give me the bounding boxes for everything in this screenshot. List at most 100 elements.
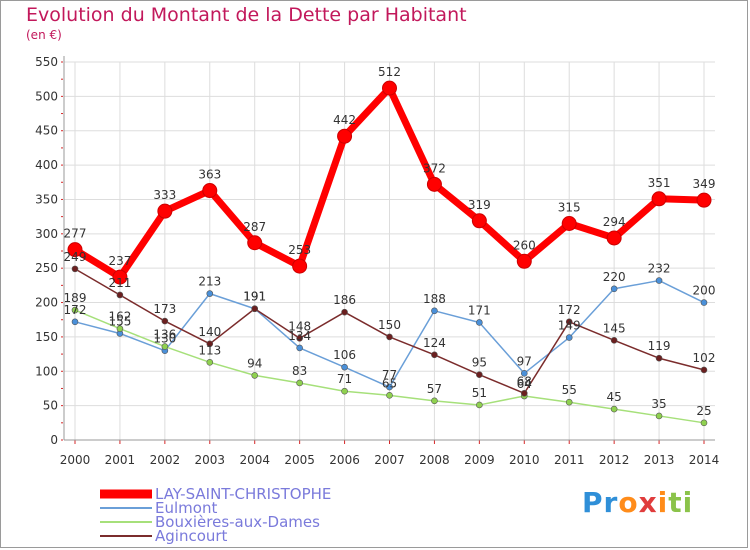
data-label: 172	[64, 303, 87, 317]
data-label: 188	[423, 292, 446, 306]
data-point	[565, 334, 573, 341]
x-tick-label: 2012	[599, 453, 630, 467]
data-label: 97	[517, 354, 532, 368]
data-label: 55	[562, 383, 577, 397]
x-tick-label: 2011	[554, 453, 585, 467]
data-label: 232	[648, 262, 671, 276]
data-point	[296, 379, 303, 387]
data-point	[202, 183, 218, 199]
data-point	[431, 397, 438, 405]
legend-label: Agincourt	[155, 527, 228, 545]
data-label: 51	[472, 386, 487, 400]
data-point	[206, 359, 214, 366]
data-point	[610, 405, 618, 413]
data-point	[655, 354, 663, 362]
data-point	[476, 319, 483, 326]
data-point	[655, 412, 663, 420]
y-tick-label: 350	[35, 192, 58, 206]
data-label: 25	[696, 404, 711, 418]
data-point	[67, 242, 83, 258]
data-point	[565, 398, 573, 406]
data-label: 172	[558, 303, 581, 317]
data-label: 130	[153, 332, 176, 346]
x-tick-label: 2014	[689, 453, 720, 467]
data-label: 124	[423, 336, 446, 350]
data-point	[565, 318, 573, 326]
data-label: 173	[153, 302, 176, 316]
data-point	[337, 128, 353, 144]
data-labels: 277 237 333 363 287 253 442 512 372 319 260 315 294 3…	[64, 65, 716, 418]
data-point	[696, 192, 712, 208]
data-label: 119	[648, 339, 671, 353]
data-point	[386, 333, 393, 341]
data-label: 200	[693, 284, 716, 298]
proxiti-logo: Proxiti	[582, 486, 693, 519]
data-point	[157, 203, 173, 219]
data-label: 294	[603, 215, 626, 229]
series-layer	[67, 80, 712, 427]
data-label: 106	[333, 348, 356, 362]
data-point	[700, 419, 708, 427]
data-point	[251, 372, 259, 379]
data-point	[386, 392, 393, 399]
data-label: 211	[108, 276, 131, 290]
logo-letter: t	[668, 486, 683, 519]
legend-label: LAY-SAINT-CHRISTOPHE	[155, 485, 331, 503]
data-point	[700, 366, 708, 374]
data-label: 277	[64, 227, 87, 241]
data-point	[426, 176, 442, 192]
data-point	[71, 265, 79, 273]
chart-title: Evolution du Montant de la Dette par Hab…	[26, 4, 467, 26]
data-label: 333	[153, 188, 176, 202]
axes: 0 50 100 150 200 250 300 350 400 450 500 550 2000 200…	[35, 55, 719, 467]
data-label: 512	[378, 65, 401, 79]
data-point	[471, 213, 487, 229]
data-label: 150	[378, 318, 401, 332]
data-point	[561, 216, 577, 232]
data-label: 287	[243, 220, 266, 234]
data-point	[655, 277, 663, 284]
data-point	[206, 290, 214, 297]
legend-label: Eulmont	[155, 499, 217, 517]
data-point	[296, 344, 303, 352]
data-label: 237	[108, 254, 131, 268]
data-label: 442	[333, 113, 356, 127]
data-point	[431, 351, 438, 359]
data-point	[161, 343, 169, 350]
data-point	[71, 318, 79, 326]
data-label: 260	[513, 238, 536, 252]
data-label: 249	[64, 250, 87, 264]
data-label: 191	[243, 290, 266, 304]
data-point	[116, 325, 124, 332]
x-tick-label: 2008	[419, 453, 450, 467]
y-tick-label: 0	[50, 433, 58, 447]
data-label: 94	[247, 356, 262, 370]
data-point	[700, 299, 708, 306]
data-point	[292, 258, 308, 274]
x-tick-label: 2003	[195, 453, 226, 467]
data-point	[71, 306, 79, 314]
data-label: 35	[651, 397, 666, 411]
logo-letter: i	[657, 486, 669, 519]
data-label: 162	[108, 310, 131, 324]
data-point	[341, 363, 348, 371]
y-tick-label: 200	[35, 296, 58, 310]
data-label: 349	[693, 177, 716, 191]
data-label: 149	[558, 319, 581, 333]
data-point	[341, 308, 348, 316]
data-label: 191	[243, 290, 266, 304]
data-point	[161, 317, 169, 325]
data-label: 155	[108, 314, 131, 328]
y-tick-label: 400	[35, 158, 58, 172]
data-point	[610, 337, 618, 344]
legend: LAY-SAINT-CHRISTOPHEEulmontBouxières-aux…	[100, 485, 331, 545]
chart-subtitle: (en €)	[26, 28, 62, 42]
x-tick-label: 2006	[329, 453, 360, 467]
x-tick-label: 2000	[60, 453, 91, 467]
x-tick-label: 2001	[105, 453, 136, 467]
data-point	[651, 191, 667, 207]
data-label: 65	[382, 376, 397, 390]
logo-letter: r	[603, 486, 619, 519]
x-tick-label: 2005	[284, 453, 315, 467]
data-point	[386, 383, 393, 391]
